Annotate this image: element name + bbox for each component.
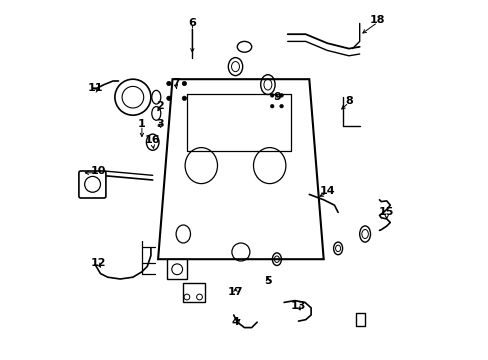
- Circle shape: [182, 81, 186, 86]
- Text: 3: 3: [156, 119, 163, 129]
- Circle shape: [270, 104, 273, 108]
- Text: 2: 2: [156, 101, 163, 111]
- FancyBboxPatch shape: [183, 283, 204, 302]
- Text: 10: 10: [91, 166, 106, 176]
- Circle shape: [279, 94, 283, 97]
- Text: 15: 15: [378, 207, 394, 217]
- Circle shape: [166, 96, 171, 100]
- Text: 6: 6: [188, 18, 196, 28]
- FancyBboxPatch shape: [167, 259, 186, 279]
- Text: 7: 7: [172, 78, 180, 88]
- Circle shape: [166, 81, 171, 86]
- Text: 9: 9: [272, 92, 280, 102]
- Text: 4: 4: [231, 317, 239, 327]
- Text: 12: 12: [91, 258, 106, 268]
- Circle shape: [182, 96, 186, 100]
- Text: 11: 11: [87, 83, 102, 93]
- Circle shape: [270, 94, 273, 97]
- Text: 8: 8: [345, 96, 352, 106]
- Polygon shape: [158, 79, 323, 259]
- Text: 18: 18: [369, 15, 385, 25]
- Text: 1: 1: [138, 119, 145, 129]
- FancyBboxPatch shape: [79, 171, 106, 198]
- Text: 17: 17: [227, 287, 243, 297]
- Text: 14: 14: [319, 186, 334, 196]
- Text: 13: 13: [290, 301, 305, 311]
- Circle shape: [279, 104, 283, 108]
- Text: 16: 16: [144, 135, 160, 145]
- FancyBboxPatch shape: [355, 313, 365, 326]
- Text: 5: 5: [264, 276, 271, 286]
